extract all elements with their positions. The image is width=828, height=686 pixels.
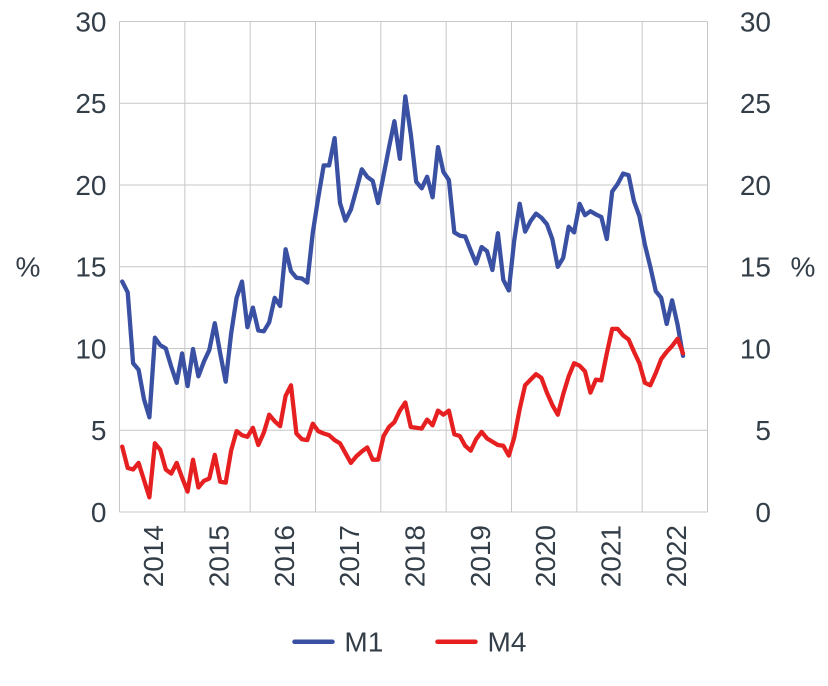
svg-text:0: 0 <box>755 497 771 528</box>
svg-text:0: 0 <box>91 497 107 528</box>
svg-text:M1: M1 <box>344 627 383 658</box>
svg-text:2014: 2014 <box>138 525 169 587</box>
svg-text:15: 15 <box>75 252 106 283</box>
svg-text:20: 20 <box>75 170 106 201</box>
svg-text:2018: 2018 <box>400 525 431 587</box>
svg-text:10: 10 <box>740 333 771 364</box>
svg-text:5: 5 <box>755 415 771 446</box>
svg-text:5: 5 <box>91 415 107 446</box>
svg-text:25: 25 <box>75 88 106 119</box>
svg-text:2020: 2020 <box>530 525 561 587</box>
svg-text:20: 20 <box>740 170 771 201</box>
svg-text:2015: 2015 <box>204 525 235 587</box>
svg-text:30: 30 <box>740 6 771 37</box>
svg-text:2021: 2021 <box>596 525 627 587</box>
svg-text:2016: 2016 <box>269 525 300 587</box>
svg-text:%: % <box>791 252 816 283</box>
svg-text:M4: M4 <box>488 627 527 658</box>
svg-text:15: 15 <box>740 252 771 283</box>
svg-text:2019: 2019 <box>465 525 496 587</box>
svg-text:10: 10 <box>75 333 106 364</box>
svg-text:2017: 2017 <box>334 525 365 587</box>
svg-text:25: 25 <box>740 88 771 119</box>
svg-text:2022: 2022 <box>661 525 692 587</box>
svg-text:%: % <box>16 252 41 283</box>
svg-text:30: 30 <box>75 6 106 37</box>
